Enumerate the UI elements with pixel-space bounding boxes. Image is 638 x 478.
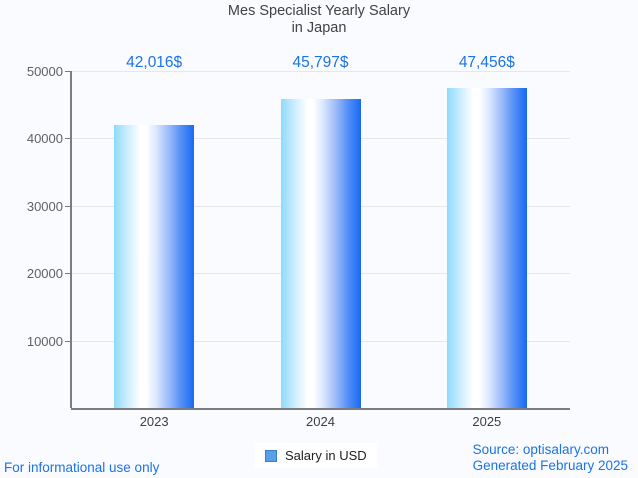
legend: Salary in USD (255, 443, 377, 468)
y-tick-label: 30000 (26, 198, 63, 214)
x-category-label-2025: 2025 (472, 414, 502, 429)
legend-swatch-icon (265, 449, 277, 462)
legend-label: Salary in USD (285, 448, 367, 463)
generated-text: Generated February 2025 (472, 457, 628, 473)
y-axis-tick (65, 273, 71, 275)
chart-title-line2: in Japan (291, 20, 347, 36)
value-label-2024: 45,797$ (292, 54, 349, 71)
source-text: Source: optisalary.com (472, 442, 609, 457)
y-axis-tick (65, 71, 71, 72)
value-label-2023: 42,016$ (126, 54, 183, 71)
x-category-label-2024: 2024 (306, 414, 335, 429)
y-axis-tick (65, 205, 71, 207)
y-axis (70, 71, 72, 408)
gridline-50000 (71, 71, 570, 72)
source-block: Source: optisalary.com Generated Februar… (473, 442, 628, 473)
y-axis-tick (65, 340, 71, 342)
y-axis-tick (65, 138, 71, 140)
bar-2024 (280, 99, 361, 408)
y-tick-label: 50000 (26, 64, 63, 79)
value-label-2025: 47,456$ (458, 54, 515, 71)
y-tick-label: 40000 (26, 131, 63, 147)
y-tick-label: 10000 (26, 333, 63, 349)
chart-title: Mes Specialist Yearly Salary in Japan (0, 3, 638, 37)
disclaimer-text: For informational use only (4, 460, 160, 475)
x-category-label-2023: 2023 (139, 414, 169, 429)
y-tick-label: 20000 (26, 266, 63, 282)
bar-2023 (114, 124, 195, 408)
x-axis (71, 408, 570, 410)
chart-title-line1: Mes Specialist Yearly Salary (227, 3, 411, 19)
bar-2025 (446, 88, 527, 408)
